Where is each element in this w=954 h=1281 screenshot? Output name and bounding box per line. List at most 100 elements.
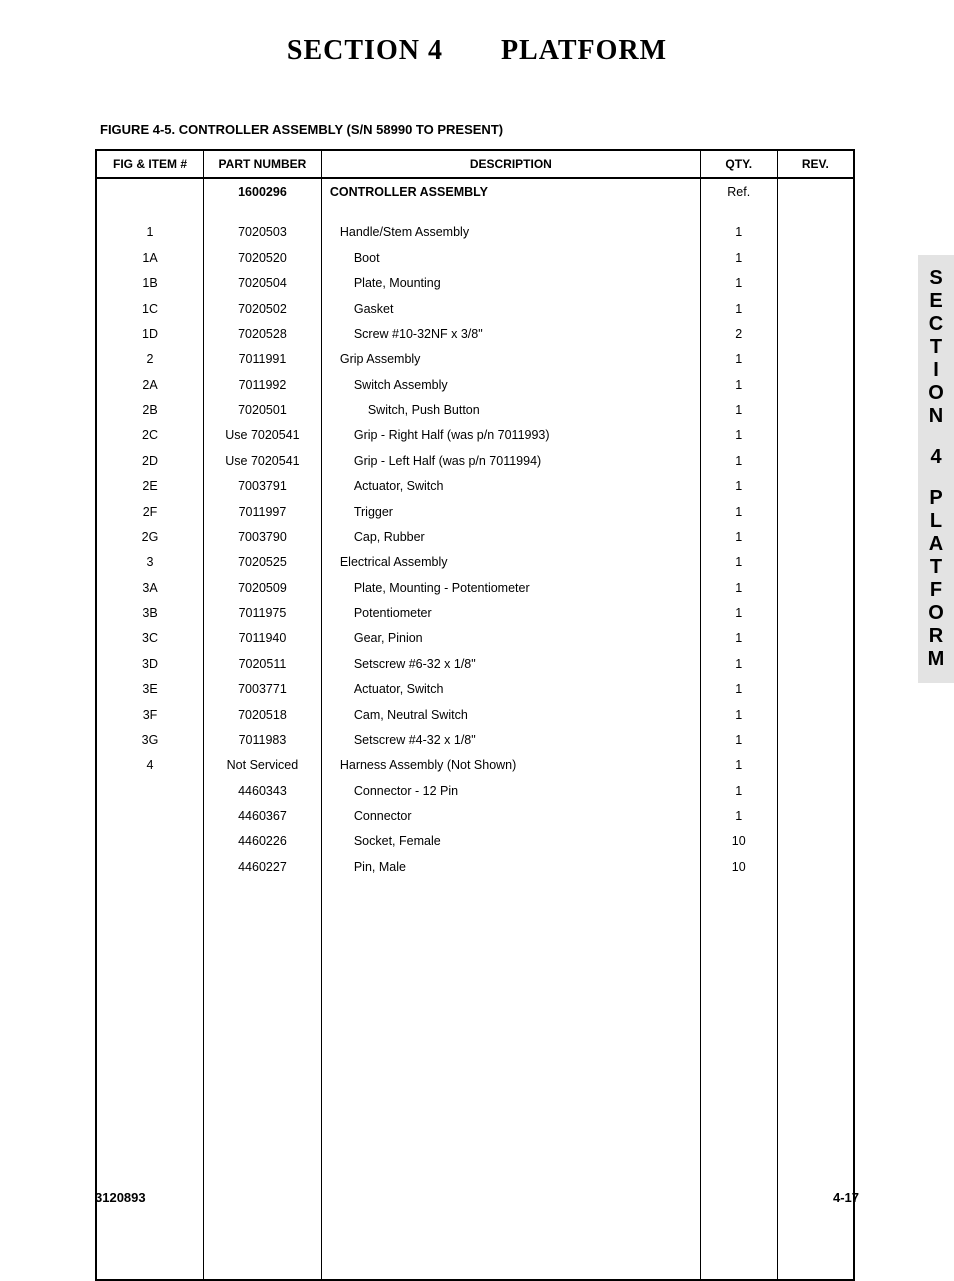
cell-qty: 1 xyxy=(700,220,777,245)
side-tab-char: O xyxy=(918,382,954,405)
table-row: 17020503Handle/Stem Assembly1 xyxy=(96,220,854,245)
cell-desc: Trigger xyxy=(321,500,700,525)
cell-fig: 4 xyxy=(96,753,204,778)
cell-qty: 1 xyxy=(700,500,777,525)
cell-desc: Gasket xyxy=(321,297,700,322)
cell-part: 7020520 xyxy=(204,246,322,271)
cell-part: 7011991 xyxy=(204,347,322,372)
cell-rev xyxy=(777,728,854,753)
cell-desc: Handle/Stem Assembly xyxy=(321,220,700,245)
cell-fig: 1B xyxy=(96,271,204,296)
cell-rev xyxy=(777,297,854,322)
cell-fig: 3D xyxy=(96,652,204,677)
table-row: 2A7011992Switch Assembly1 xyxy=(96,373,854,398)
table-row: 4460343Connector - 12 Pin1 xyxy=(96,779,854,804)
side-tab-char: E xyxy=(918,290,954,313)
cell-qty: 1 xyxy=(700,753,777,778)
cell-qty: 1 xyxy=(700,804,777,829)
spacer-row xyxy=(96,206,854,220)
cell-qty: 1 xyxy=(700,779,777,804)
side-tab-char: L xyxy=(918,510,954,533)
cell-desc: Setscrew #6-32 x 1/8" xyxy=(321,652,700,677)
table-row: 4460226Socket, Female10 xyxy=(96,829,854,854)
cell-qty: 10 xyxy=(700,829,777,854)
side-tab-char: M xyxy=(918,648,954,671)
cell-part: 7003791 xyxy=(204,474,322,499)
table-row: 4460367Connector1 xyxy=(96,804,854,829)
page-footer: 3120893 4-17 xyxy=(95,1190,859,1205)
cell-part: 7020502 xyxy=(204,297,322,322)
cell-fig xyxy=(96,829,204,854)
cell-part: 7003771 xyxy=(204,677,322,702)
cell-qty: 1 xyxy=(700,373,777,398)
cell-desc: Plate, Mounting - Potentiometer xyxy=(321,576,700,601)
cell-qty: 1 xyxy=(700,576,777,601)
table-row: 3C7011940Gear, Pinion1 xyxy=(96,626,854,651)
cell-rev xyxy=(777,347,854,372)
side-tab-char: I xyxy=(918,359,954,382)
cell-rev xyxy=(777,829,854,854)
cell-desc: Grip - Left Half (was p/n 7011994) xyxy=(321,449,700,474)
cell-fig: 2G xyxy=(96,525,204,550)
cell-rev xyxy=(777,576,854,601)
cell-qty: 1 xyxy=(700,728,777,753)
figure-caption: FIGURE 4-5. CONTROLLER ASSEMBLY (S/N 589… xyxy=(100,122,859,137)
cell-fig: 3C xyxy=(96,626,204,651)
cell-part: Use 7020541 xyxy=(204,423,322,448)
table-row: 3D7020511Setscrew #6-32 x 1/8"1 xyxy=(96,652,854,677)
cell-desc: Cam, Neutral Switch xyxy=(321,703,700,728)
table-row: 1B7020504Plate, Mounting1 xyxy=(96,271,854,296)
cell-qty: 1 xyxy=(700,703,777,728)
table-row: 2DUse 7020541Grip - Left Half (was p/n 7… xyxy=(96,449,854,474)
col-header-rev: REV. xyxy=(777,150,854,178)
cell-part: 4460343 xyxy=(204,779,322,804)
table-row: 27011991Grip Assembly1 xyxy=(96,347,854,372)
footer-right: 4-17 xyxy=(833,1190,859,1205)
parts-table: FIG & ITEM # PART NUMBER DESCRIPTION QTY… xyxy=(95,149,855,1281)
filler-row xyxy=(96,880,854,1280)
cell-part: 7020509 xyxy=(204,576,322,601)
cell-qty: 1 xyxy=(700,601,777,626)
col-header-part: PART NUMBER xyxy=(204,150,322,178)
side-tab-char: P xyxy=(918,487,954,510)
cell-fig: 3A xyxy=(96,576,204,601)
side-tab-char: T xyxy=(918,336,954,359)
table-row: 2G7003790Cap, Rubber1 xyxy=(96,525,854,550)
table-row: 3B7011975Potentiometer1 xyxy=(96,601,854,626)
cell-rev xyxy=(777,178,854,206)
cell-part: 4460227 xyxy=(204,855,322,880)
cell-rev xyxy=(777,753,854,778)
cell-rev xyxy=(777,271,854,296)
side-tab-char: S xyxy=(918,267,954,290)
cell-qty: 1 xyxy=(700,423,777,448)
table-body: 1600296 CONTROLLER ASSEMBLY Ref. 1702050… xyxy=(96,178,854,1280)
table-row: 4460227Pin, Male10 xyxy=(96,855,854,880)
cell-fig: 2C xyxy=(96,423,204,448)
cell-qty: 1 xyxy=(700,626,777,651)
footer-left: 3120893 xyxy=(95,1190,146,1205)
cell-desc: Cap, Rubber xyxy=(321,525,700,550)
cell-desc: Switch, Push Button xyxy=(321,398,700,423)
cell-part: 7011992 xyxy=(204,373,322,398)
cell-desc: Connector xyxy=(321,804,700,829)
side-tab-char: C xyxy=(918,313,954,336)
cell-fig: 1D xyxy=(96,322,204,347)
cell-rev xyxy=(777,474,854,499)
cell-rev xyxy=(777,500,854,525)
table-row: 2E7003791Actuator, Switch1 xyxy=(96,474,854,499)
cell-desc: Screw #10-32NF x 3/8" xyxy=(321,322,700,347)
side-tab-char: T xyxy=(918,556,954,579)
table-row: 37020525Electrical Assembly1 xyxy=(96,550,854,575)
cell-fig: 2B xyxy=(96,398,204,423)
cell-qty: 1 xyxy=(700,246,777,271)
cell-rev xyxy=(777,550,854,575)
table-row: 2B7020501Switch, Push Button1 xyxy=(96,398,854,423)
cell-qty: 1 xyxy=(700,677,777,702)
cell-part: 7011983 xyxy=(204,728,322,753)
side-tab-char xyxy=(918,469,954,487)
cell-rev xyxy=(777,703,854,728)
cell-rev xyxy=(777,855,854,880)
cell-part: 7020518 xyxy=(204,703,322,728)
side-tab-char: F xyxy=(918,579,954,602)
cell-qty: 1 xyxy=(700,474,777,499)
